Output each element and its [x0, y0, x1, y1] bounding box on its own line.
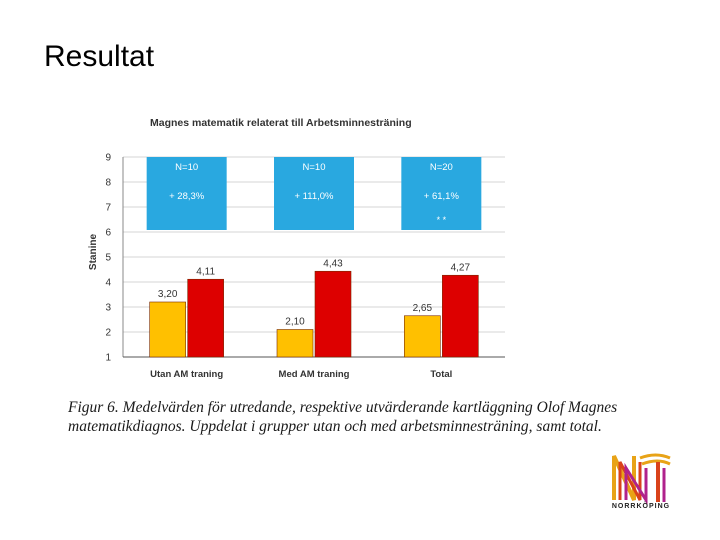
x-tick-label: Utan AM traning: [150, 369, 223, 380]
x-tick-label: Total: [430, 369, 452, 380]
bar: [276, 329, 314, 358]
bar: [149, 301, 186, 358]
bar: [442, 274, 479, 358]
info-box-n: N=10: [175, 162, 198, 173]
info-box-n: N=20: [430, 162, 453, 173]
figure-caption: Figur 6. Medelvärden för utredande, resp…: [68, 399, 618, 435]
bar-chart: Magnes matematik relaterat till Arbetsmi…: [88, 117, 505, 380]
info-box-n: N=10: [303, 162, 326, 173]
y-tick-label: 7: [105, 203, 111, 214]
slide-title: Resultat: [44, 40, 155, 73]
info-box: [401, 157, 482, 230]
logo-text: NORRKÖPING: [611, 503, 671, 510]
chart-title: Magnes matematik relaterat till Arbetsmi…: [150, 117, 412, 129]
info-box: [146, 157, 227, 230]
y-tick-label: 1: [105, 353, 111, 364]
bar: [404, 315, 441, 358]
info-box-change: + 61,1%: [424, 191, 460, 202]
info-box-significance: * *: [437, 215, 447, 225]
y-tick-label: 4: [105, 278, 111, 289]
bar: [187, 278, 224, 358]
data-label: 2,10: [285, 317, 305, 328]
info-box-change: + 28,3%: [169, 191, 205, 202]
y-tick-label: 9: [105, 153, 111, 164]
x-tick-label: Med AM traning: [279, 369, 350, 380]
y-tick-label: 2: [105, 328, 111, 339]
data-label: 3,20: [158, 289, 178, 300]
data-label: 2,65: [413, 303, 433, 314]
y-axis-label: Stanine: [88, 234, 99, 271]
data-label: 4,27: [451, 262, 471, 273]
data-label: 4,11: [196, 266, 215, 277]
bar: [314, 270, 352, 358]
info-box-change: + 111,0%: [295, 191, 335, 202]
y-tick-label: 8: [105, 178, 111, 189]
y-tick-label: 3: [105, 303, 111, 314]
data-label: 4,43: [323, 258, 343, 269]
info-box: [274, 157, 354, 230]
y-tick-label: 6: [105, 228, 111, 239]
norrkoping-logo-icon: [612, 453, 671, 506]
y-tick-label: 5: [105, 253, 111, 264]
